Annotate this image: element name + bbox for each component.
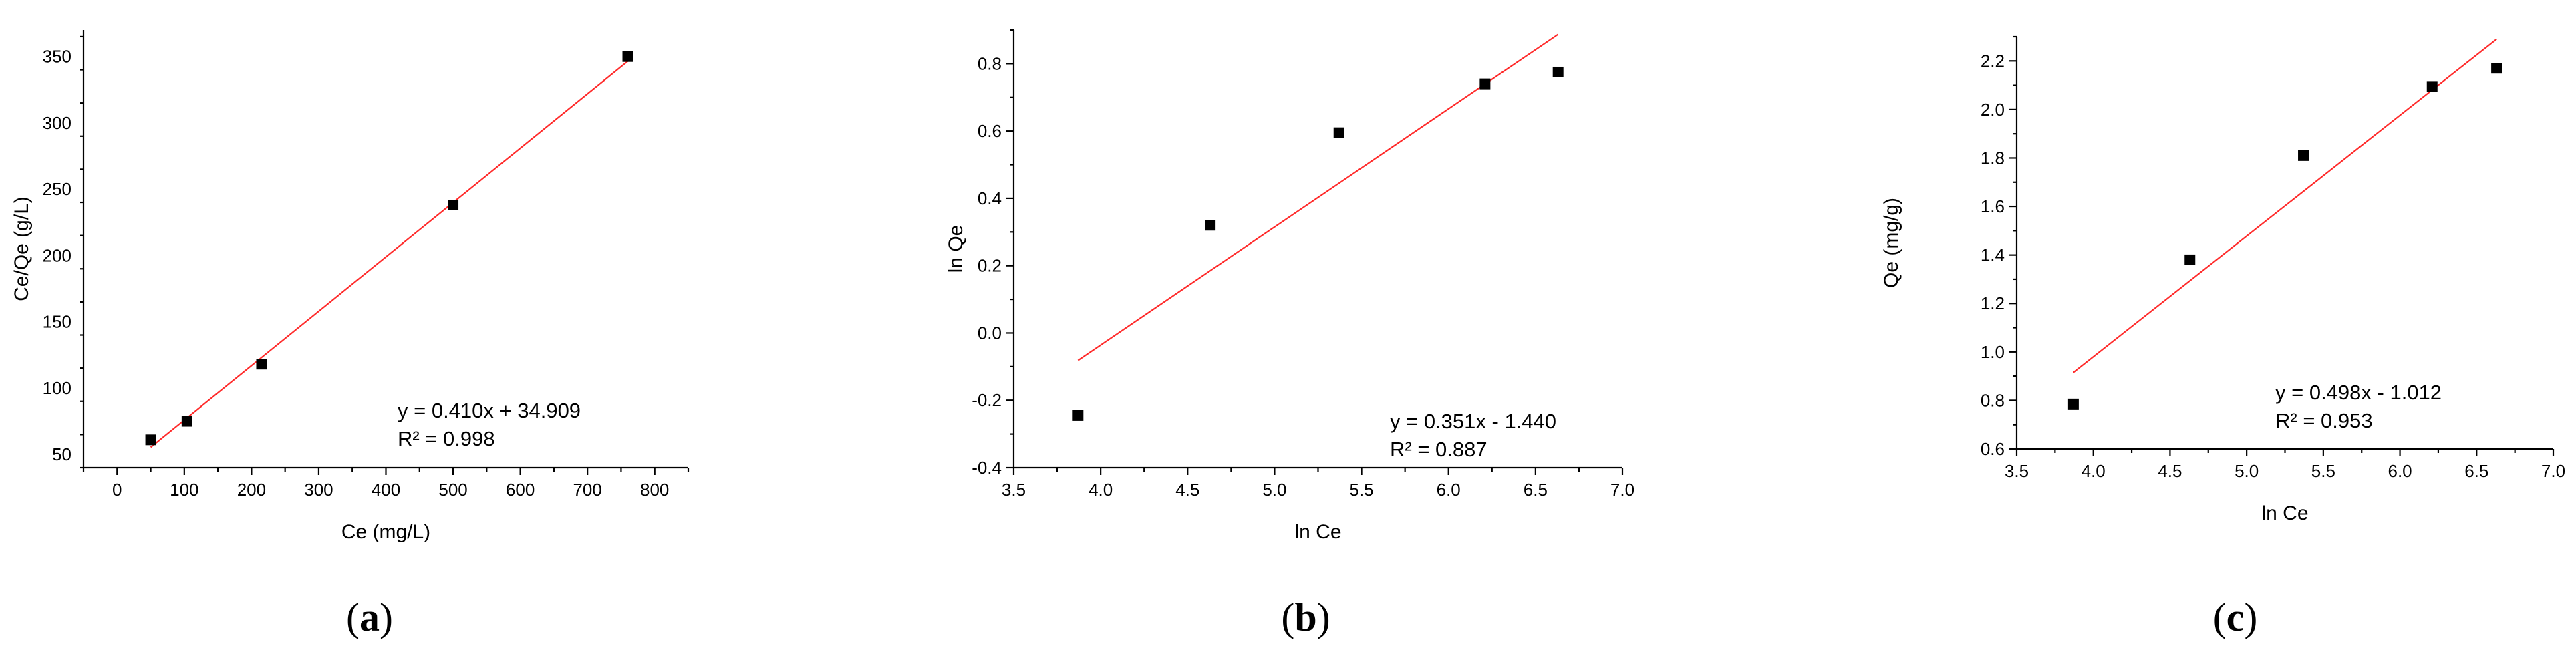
x-tick-label: 4.0 [2082,461,2106,481]
y-tick-label: 50 [52,444,71,464]
y-axis-title: ln Qe [945,225,967,273]
data-point [256,359,267,370]
panel-letter: c [2227,595,2245,639]
y-tick-label: 0.6 [1981,439,2005,459]
y-tick-label: -0.4 [972,458,1002,478]
y-tick-label: 100 [43,378,71,398]
x-tick-label: 6.0 [1437,480,1461,500]
x-tick-label: 4.0 [1089,480,1113,500]
r-squared: R² = 0.953 [2275,409,2373,432]
x-tick-label: 400 [372,480,400,500]
x-tick-label: 600 [506,480,535,500]
y-axis-title: Ce/Qe (g/L) [11,196,33,301]
y-tick-label: 200 [43,245,71,265]
y-tick-label: 150 [43,312,71,332]
y-tick-label: 2.0 [1981,100,2005,120]
x-tick-label: 500 [438,480,467,500]
y-tick-label: 350 [43,47,71,67]
chart-panel-b: -0.4 -0.2 0.0 0.2 0.4 0.6 0.8 3.5 4.0 4.5 5.0 5.5 6.… [945,29,1634,639]
y-tick-label: 1.0 [1981,342,2005,362]
x-tick-label: 7.0 [2541,461,2565,481]
data-point [181,416,192,427]
x-tick-label: 5.5 [1349,480,1373,500]
x-tick-label: 100 [170,480,198,500]
panel-label: (c) [2213,595,2258,639]
y-tick-label: 250 [43,179,71,199]
x-tick-label: 4.5 [1175,480,1199,500]
x-tick-label: 5.0 [2235,461,2259,481]
r-squared: R² = 0.998 [398,427,495,450]
x-tick-label: 3.5 [2005,461,2029,481]
data-point [2426,81,2438,92]
y-axis-title: Qe (mg/g) [1880,198,1902,288]
fit-equation: y = 0.351x - 1.440 [1390,410,1556,433]
data-point [1072,410,1084,421]
data-point [2491,63,2502,74]
data-point [1479,78,1491,90]
x-tick-label: 5.5 [2311,461,2335,481]
y-tick-label: 1.8 [1981,148,2005,168]
x-tick-label: 3.5 [1002,480,1026,500]
panel-letter: a [360,595,380,639]
y-tick-label: 0.8 [978,53,1002,73]
x-tick-label: 200 [237,480,266,500]
data-point [1552,66,1564,77]
y-tick-label: 300 [43,113,71,133]
x-axis-title: ln Ce [1294,521,1341,543]
x-tick-label: 300 [304,480,333,500]
chart-panel-c: 0.6 0.8 1.0 1.2 1.4 1.6 1.8 2.0 2.2 3.5 4.0 4.5 5.0 5… [1880,35,2565,639]
y-tick-label: 0.6 [978,121,1002,141]
y-tick-label: 0.4 [978,188,1002,208]
y-tick-label: 0.8 [1981,390,2005,410]
data-point [1205,220,1216,231]
y-tick-label: 0.0 [978,323,1002,343]
data-point [1333,127,1344,138]
x-tick-label: 6.5 [2464,461,2488,481]
x-tick-label: 5.0 [1262,480,1286,500]
r-squared: R² = 0.887 [1390,438,1487,461]
x-tick-label: 7.0 [1610,480,1634,500]
fit-line [150,60,629,448]
x-tick-label: 6.5 [1524,480,1548,500]
data-point [448,200,459,210]
data-point [2184,254,2196,265]
fit-equation: y = 0.410x + 34.909 [398,399,581,422]
x-axis-title: ln Ce [2261,502,2308,524]
panel-label: (b) [1281,595,1330,639]
y-tick-label: 0.2 [978,256,1002,276]
y-tick-label: 1.4 [1981,245,2005,265]
x-tick-label: 700 [573,480,601,500]
y-tick-label: 1.6 [1981,196,2005,216]
data-point [145,434,156,446]
x-tick-label: 800 [640,480,669,500]
data-point [622,51,633,62]
y-tick-label: -0.2 [972,390,1002,410]
x-tick-label: 0 [112,480,122,500]
y-tick-label: 1.2 [1981,293,2005,313]
fit-line [1077,33,1559,361]
data-point [2067,398,2079,410]
x-axis-title: Ce (mg/L) [341,521,430,543]
chart-panel-a: 50 100 150 200 250 300 350 0 100 200 300 400 500 600 7… [11,30,690,639]
x-tick-label: 6.0 [2388,461,2412,481]
data-point [2298,150,2309,161]
panel-letter: b [1294,595,1316,639]
fit-equation: y = 0.498x - 1.012 [2275,381,2442,404]
fit-line [2073,38,2497,373]
x-tick-label: 4.5 [2158,461,2182,481]
y-tick-label: 2.2 [1981,51,2005,71]
panel-label: (a) [346,595,393,639]
